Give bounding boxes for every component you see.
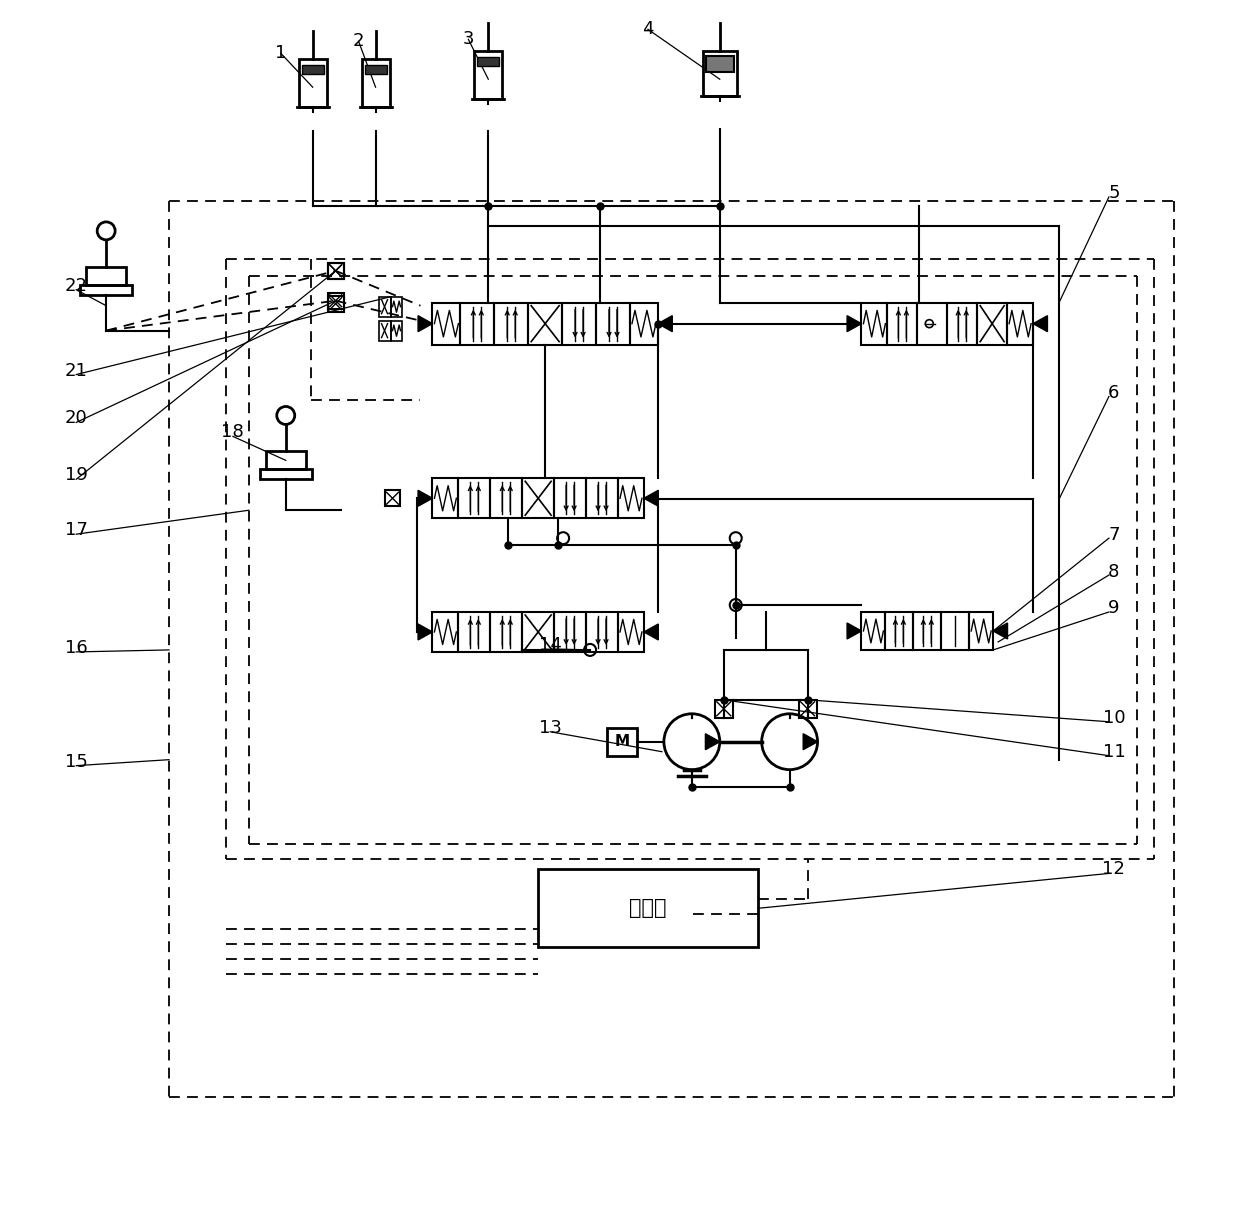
Bar	[862, 612, 885, 650]
Bar	[490, 612, 522, 652]
Text: 12: 12	[1102, 860, 1126, 878]
Polygon shape	[418, 623, 433, 639]
Bar	[941, 612, 970, 650]
Bar	[799, 700, 817, 718]
Bar	[327, 262, 343, 278]
Bar	[81, 285, 133, 294]
Bar	[918, 303, 947, 345]
Bar	[433, 478, 459, 519]
Bar	[327, 262, 343, 278]
Bar	[391, 320, 403, 340]
Text: 4: 4	[642, 20, 653, 38]
Bar	[522, 612, 554, 652]
Bar	[538, 870, 758, 947]
Bar	[703, 52, 737, 96]
Text: 15: 15	[64, 753, 88, 771]
Text: 3: 3	[463, 31, 474, 48]
Bar	[554, 612, 587, 652]
Bar	[618, 612, 644, 652]
Bar	[327, 296, 343, 312]
Bar	[608, 728, 637, 755]
Bar	[378, 297, 391, 317]
Text: 20: 20	[64, 409, 88, 428]
Text: 2: 2	[353, 32, 365, 51]
Text: 14: 14	[538, 636, 562, 654]
Text: 7: 7	[1109, 526, 1120, 545]
Bar	[490, 478, 522, 519]
Polygon shape	[658, 315, 672, 331]
Bar	[459, 478, 490, 519]
Bar	[327, 293, 343, 309]
Bar	[562, 303, 596, 345]
Bar	[459, 612, 490, 652]
Text: 17: 17	[64, 521, 88, 540]
Bar	[87, 267, 126, 285]
Bar	[260, 469, 311, 479]
Text: 1: 1	[275, 44, 286, 63]
Polygon shape	[706, 734, 719, 750]
Text: 21: 21	[64, 361, 88, 379]
Bar	[475, 52, 502, 99]
Bar	[888, 303, 918, 345]
Bar	[365, 65, 387, 74]
Bar	[914, 612, 941, 650]
Bar	[554, 478, 587, 519]
Text: 22: 22	[64, 277, 88, 294]
Bar	[977, 303, 1007, 345]
Text: 控制器: 控制器	[629, 898, 667, 918]
Polygon shape	[644, 490, 658, 506]
Bar	[301, 65, 324, 74]
Bar	[596, 303, 630, 345]
Bar	[970, 612, 993, 650]
Bar	[587, 478, 618, 519]
Bar	[391, 297, 403, 317]
Bar	[384, 490, 401, 506]
Bar	[299, 59, 326, 107]
Bar	[618, 478, 644, 519]
Bar	[495, 303, 528, 345]
Bar	[714, 700, 733, 718]
Text: 18: 18	[222, 424, 244, 441]
Bar	[885, 612, 914, 650]
Polygon shape	[418, 490, 433, 506]
Polygon shape	[644, 623, 658, 639]
Text: 5: 5	[1109, 184, 1120, 202]
Bar	[862, 303, 888, 345]
Bar	[477, 57, 500, 67]
Bar	[522, 478, 554, 519]
Text: 9: 9	[1109, 599, 1120, 617]
Polygon shape	[847, 315, 862, 331]
Text: M: M	[615, 734, 630, 749]
Bar	[528, 303, 562, 345]
Polygon shape	[804, 734, 817, 750]
Polygon shape	[1033, 315, 1048, 331]
Bar	[630, 303, 658, 345]
Bar	[378, 320, 391, 340]
Text: 8: 8	[1109, 563, 1120, 582]
Polygon shape	[993, 623, 1008, 639]
Text: 10: 10	[1102, 708, 1125, 727]
Bar	[265, 451, 306, 469]
Text: 11: 11	[1102, 743, 1125, 760]
Text: 6: 6	[1109, 383, 1120, 402]
Polygon shape	[418, 315, 433, 331]
Bar	[1007, 303, 1033, 345]
Bar	[433, 303, 460, 345]
Text: 16: 16	[64, 639, 88, 657]
Text: 13: 13	[538, 718, 562, 737]
Text: 19: 19	[64, 467, 88, 484]
Bar	[706, 57, 734, 73]
Bar	[587, 612, 618, 652]
Bar	[362, 59, 389, 107]
Bar	[433, 612, 459, 652]
Polygon shape	[847, 623, 862, 639]
Bar	[947, 303, 977, 345]
Bar	[460, 303, 495, 345]
